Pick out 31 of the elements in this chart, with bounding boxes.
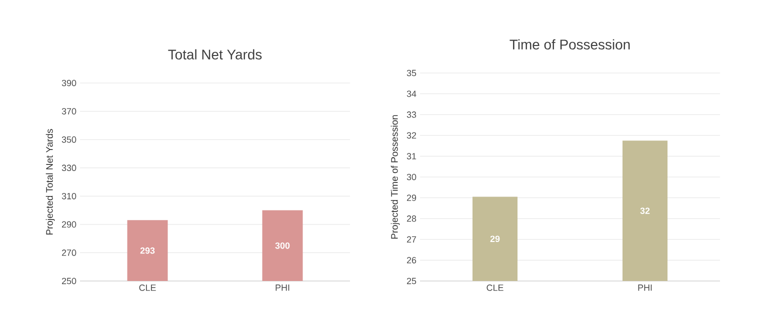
chart-title: Total Net Yards — [168, 49, 262, 60]
x-tick-label: PHI — [276, 284, 290, 291]
x-tick-label: CLE — [486, 284, 504, 291]
y-tick-label: 390 — [62, 80, 76, 86]
data-label: 300 — [275, 242, 290, 249]
y-tick-label: 27 — [406, 236, 416, 243]
y-tick-label: 370 — [62, 108, 76, 114]
y-tick-label: 350 — [62, 136, 76, 143]
y-tick-label: 330 — [62, 164, 76, 172]
data-label: 32 — [640, 208, 650, 214]
y-tick-label: 310 — [62, 192, 76, 200]
y-tick-label: 25 — [406, 278, 416, 284]
y-tick-label: 250 — [62, 278, 76, 284]
x-tick-label: PHI — [638, 284, 652, 291]
y-tick-label: 29 — [406, 194, 416, 201]
y-tick-label: 35 — [406, 70, 416, 76]
y-axis-title: Projected Total Net Yards — [46, 129, 55, 235]
y-tick-label: 290 — [62, 221, 76, 228]
y-tick-label: 26 — [406, 257, 416, 264]
x-tick-label: CLE — [139, 284, 156, 291]
chart-title: Time of Possession — [510, 39, 630, 50]
y-tick-label: 31 — [406, 153, 416, 160]
y-tick-label: 28 — [406, 215, 416, 222]
y-tick-label: 30 — [406, 174, 416, 180]
data-label: 29 — [490, 236, 500, 242]
y-tick-label: 270 — [62, 250, 76, 256]
data-label: 293 — [140, 247, 155, 254]
y-tick-label: 33 — [406, 111, 416, 118]
y-axis-title: Projected Time of Possession — [390, 115, 400, 239]
y-tick-label: 32 — [406, 132, 416, 139]
y-tick-label: 34 — [406, 90, 416, 97]
